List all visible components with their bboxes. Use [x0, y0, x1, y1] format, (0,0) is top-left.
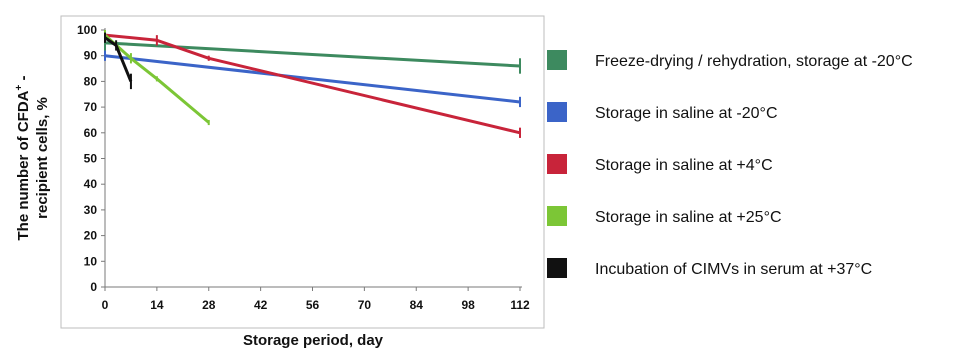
x-tick-label: 112 [510, 298, 530, 312]
x-tick-label: 42 [254, 298, 268, 312]
x-tick-label: 56 [306, 298, 320, 312]
legend-label: Storage in saline at -20°C [595, 105, 778, 122]
x-axis-title: Storage period, day [243, 332, 384, 349]
y-tick-label: 80 [84, 74, 98, 88]
axes [104, 28, 522, 288]
x-tick-label: 84 [410, 298, 424, 312]
y-axis-title-superscript: + [14, 85, 25, 91]
series [104, 50, 521, 108]
y-tick-label: 30 [84, 203, 98, 217]
legend-swatch [547, 258, 567, 278]
x-tick-label: 14 [150, 298, 164, 312]
legend-swatch [547, 206, 567, 226]
y-tick-label: 90 [84, 49, 98, 63]
legend-swatch [547, 50, 567, 70]
x-tick-label: 70 [358, 298, 372, 312]
y-axis-title-line2: recipient cells, % [34, 97, 51, 219]
x-tick-label: 28 [202, 298, 216, 312]
y-axis-title-end: - [15, 75, 32, 84]
y-axis-title-main: The number of CFDA [15, 90, 32, 240]
legend-label: Incubation of CIMVs in serum at +37°C [595, 261, 872, 278]
series-layer [103, 30, 521, 138]
x-tick-label: 0 [102, 298, 109, 312]
y-tick-label: 20 [84, 229, 98, 243]
y-ticks: 0 10 20 30 40 50 60 70 80 90 100 [77, 23, 105, 294]
y-tick-label: 0 [90, 280, 97, 294]
y-axis-title: The number of CFDA+ - recipient cells, % [14, 75, 51, 240]
y-axis-title-line1: The number of CFDA+ - [14, 75, 32, 240]
legend-swatch [547, 154, 567, 174]
legend-label: Freeze-drying / rehydration, storage at … [595, 53, 913, 70]
series [104, 32, 133, 90]
legend: Freeze-drying / rehydration, storage at … [547, 50, 913, 278]
x-tick-label: 98 [461, 298, 475, 312]
legend-label: Storage in saline at +4°C [595, 157, 773, 174]
y-tick-label: 70 [84, 100, 98, 114]
x-ticks: 0 14 28 42 56 70 84 98 112 [102, 287, 530, 312]
legend-swatch [547, 102, 567, 122]
y-tick-label: 50 [84, 152, 98, 166]
y-tick-label: 100 [77, 23, 97, 37]
series-line [104, 54, 521, 104]
legend-label: Storage in saline at +25°C [595, 209, 782, 226]
y-tick-label: 10 [84, 254, 98, 268]
y-tick-label: 40 [84, 177, 98, 191]
y-tick-label: 60 [84, 126, 98, 140]
series-line [104, 33, 521, 135]
